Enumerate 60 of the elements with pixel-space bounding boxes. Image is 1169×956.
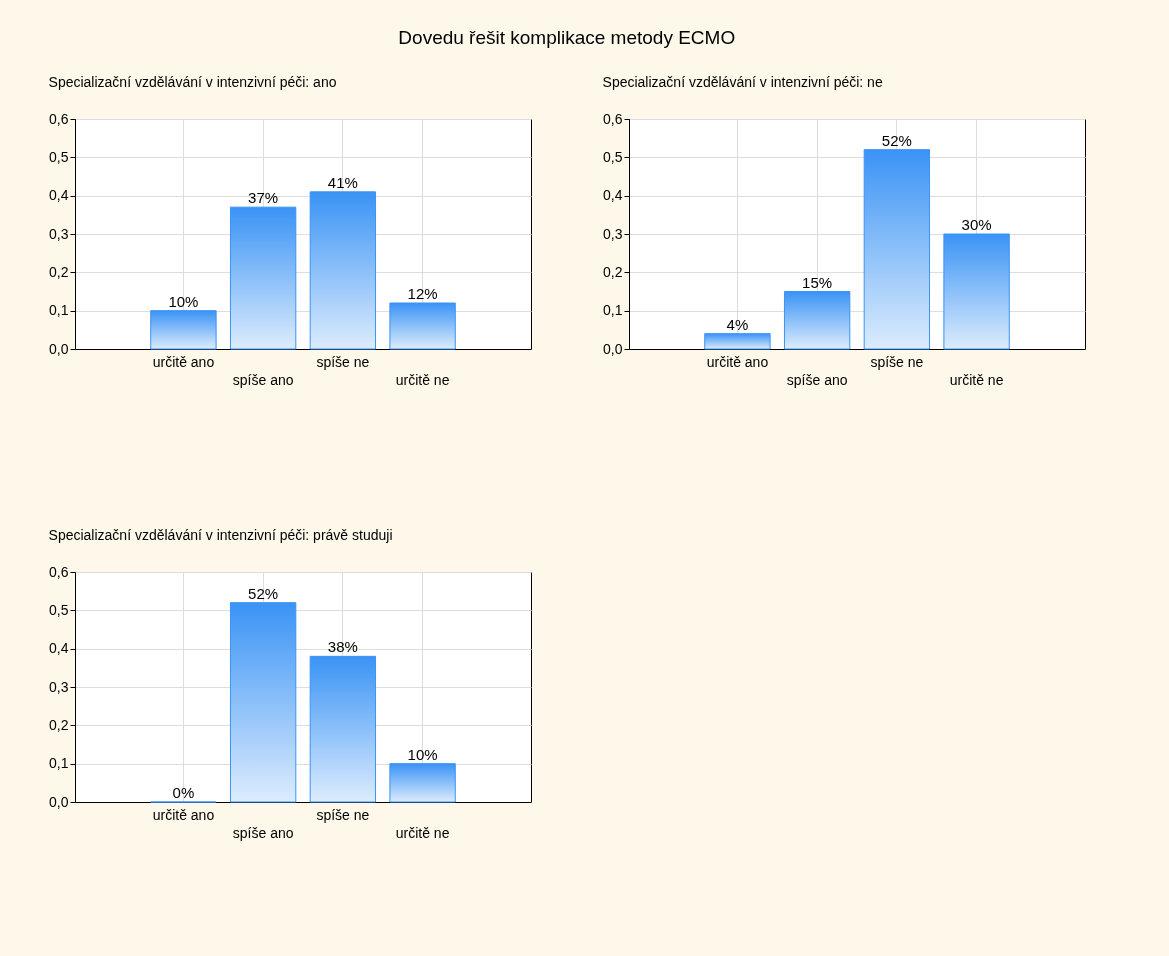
data-label: 10%: [407, 745, 438, 763]
y-tick-label: 0,1: [603, 302, 623, 319]
data-label: 4%: [726, 315, 749, 333]
data-label: 52%: [881, 131, 912, 149]
data-label: 15%: [802, 273, 833, 291]
bar: [783, 291, 851, 350]
bar: [389, 763, 456, 803]
data-label: 41%: [327, 173, 358, 191]
x-tick-label: spíše ne: [316, 353, 370, 370]
text: Dovedu řešit komplikace metody ECMO: [398, 26, 736, 48]
chart-title: Specializační vzdělávání v intenzivní péči: ano: [48, 74, 337, 90]
chart-title: Specializační vzdělávání v intenzivní péči: právě studuji: [48, 527, 393, 543]
bar: [704, 333, 771, 350]
y-tick-label: 0,2: [49, 263, 69, 280]
x-tick-label: spíše ne: [870, 353, 924, 370]
data-label: 38%: [327, 638, 358, 656]
bar: [309, 191, 377, 350]
y-tick-label: 0,6: [49, 110, 69, 127]
y-tick-label: 0,3: [603, 225, 623, 242]
bar: [229, 206, 297, 350]
bar: [389, 302, 456, 350]
x-tick-label: určitě ne: [949, 371, 1004, 388]
x-tick-label: spíše ano: [786, 371, 848, 388]
y-tick-label: 0,1: [49, 302, 69, 319]
x-tick-label: určitě ne: [395, 824, 450, 841]
y-tick-label: 0,5: [603, 148, 623, 165]
data-label: 12%: [407, 285, 438, 302]
y-tick-label: 0,4: [603, 187, 623, 204]
y-tick-label: 0,4: [49, 187, 69, 204]
data-label: 30%: [961, 216, 992, 233]
chart-title: Specializační vzdělávání v intenzivní péči: ne: [602, 74, 883, 90]
y-tick-label: 0,2: [603, 263, 623, 280]
bar: [150, 310, 217, 350]
bar: [943, 233, 1010, 350]
data-label: 0%: [172, 784, 195, 801]
x-tick-label: spíše ano: [232, 371, 294, 388]
bar: [863, 149, 931, 350]
data-label: 37%: [248, 189, 279, 207]
x-tick-label: spíše ano: [232, 824, 294, 841]
x-tick-label: určitě ano: [152, 806, 215, 823]
y-tick-label: 0,3: [49, 225, 69, 242]
y-tick-label: 0,0: [49, 793, 69, 810]
y-tick-label: 0,6: [49, 563, 69, 580]
data-label: 10%: [168, 292, 199, 310]
y-tick-label: 0,5: [49, 601, 69, 618]
y-tick-label: 0,6: [603, 110, 623, 127]
y-tick-label: 0,2: [49, 716, 69, 733]
y-tick-label: 0,4: [49, 640, 69, 657]
bar: [309, 655, 377, 803]
y-tick-label: 0,0: [603, 340, 623, 357]
y-tick-label: 0,5: [49, 148, 69, 165]
bar: [229, 602, 297, 803]
x-tick-label: spíše ne: [316, 806, 370, 823]
x-tick-label: určitě ano: [152, 353, 215, 370]
data-label: 52%: [248, 584, 279, 602]
x-tick-label: určitě ne: [395, 371, 450, 388]
y-tick-label: 0,3: [49, 678, 69, 695]
y-tick-label: 0,0: [49, 340, 69, 357]
x-tick-label: určitě ano: [706, 353, 769, 370]
y-tick-label: 0,1: [49, 755, 69, 772]
